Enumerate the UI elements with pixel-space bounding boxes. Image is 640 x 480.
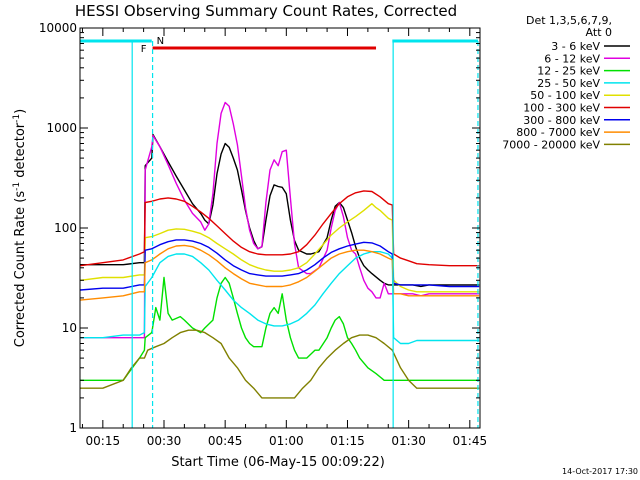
series-line-3 bbox=[80, 251, 480, 345]
legend-label-1: 6 - 12 keV bbox=[544, 52, 600, 65]
plot-area: FN 00:15 00:30 00:45 01:00 01:15 01:30 01:45 1… bbox=[39, 21, 487, 448]
chart-title: HESSI Observing Summary Count Rates, Cor… bbox=[75, 2, 457, 20]
series-line-0 bbox=[80, 133, 480, 288]
legend-header-0: Det 1,3,5,6,7,9, bbox=[526, 14, 612, 27]
plot-frame bbox=[79, 27, 481, 429]
y-tick-label-4: 10000 bbox=[39, 21, 77, 35]
y-tick-label-1: 10 bbox=[62, 321, 77, 335]
y-tick-label-0: 1 bbox=[69, 421, 77, 435]
flare-flag-label: F bbox=[141, 44, 147, 55]
legend-label-8: 7000 - 20000 keV bbox=[502, 138, 600, 151]
x-tick-label-6: 01:45 bbox=[453, 434, 488, 448]
y-axis-label-sup2: -1 bbox=[12, 114, 22, 123]
legend-header-1: Att 0 bbox=[586, 26, 612, 39]
legend-label-5: 100 - 300 keV bbox=[523, 102, 600, 115]
y-tick-label-3: 1000 bbox=[46, 121, 77, 135]
x-tick-label-4: 01:15 bbox=[330, 434, 365, 448]
series-line-6 bbox=[80, 239, 480, 291]
night-flag-label: N bbox=[157, 36, 164, 47]
legend-label-3: 25 - 50 keV bbox=[537, 77, 600, 90]
series-line-7 bbox=[80, 244, 480, 301]
y-axis-label-mid: detector bbox=[13, 122, 28, 182]
legend-label-2: 12 - 25 keV bbox=[537, 65, 600, 78]
x-axis-label: Start Time (06-May-15 00:09:22) bbox=[171, 455, 385, 470]
timestamp: 14-Oct-2017 17:30 bbox=[562, 467, 638, 476]
series-line-2 bbox=[80, 276, 480, 381]
y-axis: 1 10 100 1000 10000 bbox=[39, 21, 480, 435]
legend-label-6: 300 - 800 keV bbox=[523, 114, 600, 127]
y-tick-label-2: 100 bbox=[54, 221, 77, 235]
legend-label-4: 50 - 100 keV bbox=[530, 89, 600, 102]
x-tick-label-3: 01:00 bbox=[269, 434, 304, 448]
y-axis-label-sup1: -1 bbox=[12, 182, 22, 191]
flag-layer: FN bbox=[80, 36, 479, 428]
x-axis: 00:15 00:30 00:45 01:00 01:15 01:30 01:45 bbox=[81, 28, 488, 448]
x-tick-label-2: 00:45 bbox=[208, 434, 243, 448]
series-line-8 bbox=[80, 329, 480, 399]
series-layer bbox=[80, 101, 480, 399]
series-line-5 bbox=[80, 190, 480, 267]
legend-label-0: 3 - 6 keV bbox=[551, 40, 600, 53]
y-axis-label-main: Corrected Count Rate (s bbox=[13, 191, 28, 348]
y-axis-label: Corrected Count Rate (s-1 detector-1) bbox=[12, 109, 28, 347]
x-tick-label-1: 00:30 bbox=[147, 434, 182, 448]
series-line-4 bbox=[80, 203, 480, 293]
x-tick-label-0: 00:15 bbox=[86, 434, 121, 448]
x-tick-label-5: 01:30 bbox=[391, 434, 426, 448]
legend-label-7: 800 - 7000 keV bbox=[516, 126, 600, 139]
y-axis-label-end: ) bbox=[13, 109, 28, 114]
